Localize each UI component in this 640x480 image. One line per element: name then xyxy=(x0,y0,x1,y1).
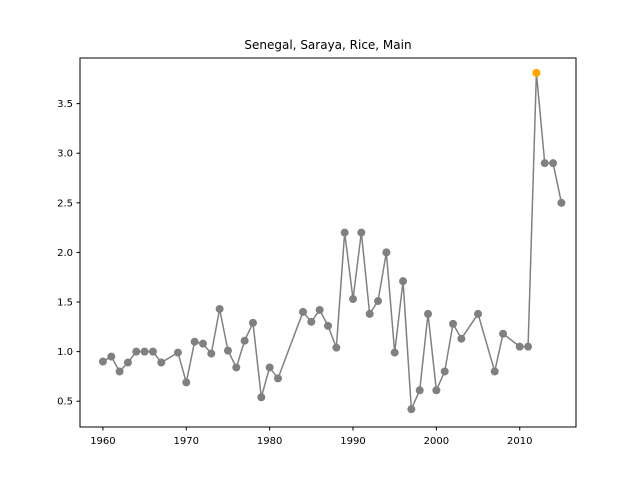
data-point xyxy=(524,342,533,351)
highlight-point xyxy=(532,68,541,77)
y-axis-ticks: 0.5 1.0 1.5 2.0 2.5 3.0 3.5 xyxy=(57,99,80,408)
data-point xyxy=(132,347,141,356)
data-point xyxy=(173,348,182,357)
data-point xyxy=(440,367,449,376)
x-tick-label: 1980 xyxy=(257,436,282,447)
data-point xyxy=(248,318,257,327)
data-point xyxy=(382,248,391,257)
data-point xyxy=(357,228,366,237)
data-point xyxy=(540,159,549,168)
data-series xyxy=(98,68,566,414)
data-point xyxy=(415,386,424,395)
data-point xyxy=(390,348,399,357)
data-point xyxy=(190,337,199,346)
data-point xyxy=(490,367,499,376)
data-point xyxy=(140,347,149,356)
data-point xyxy=(265,363,274,372)
data-point xyxy=(123,358,132,367)
y-tick-label: 2.0 xyxy=(57,248,73,259)
data-point xyxy=(424,309,433,318)
data-point xyxy=(98,357,107,366)
data-point xyxy=(107,352,116,361)
data-point xyxy=(157,358,166,367)
data-point xyxy=(515,342,524,351)
y-tick-label: 3.5 xyxy=(57,99,73,110)
data-point xyxy=(432,386,441,395)
data-point xyxy=(365,309,374,318)
plot-frame xyxy=(79,57,577,428)
data-point xyxy=(557,198,566,207)
data-point xyxy=(223,346,232,355)
data-point xyxy=(349,295,358,304)
x-tick-label: 2010 xyxy=(507,436,532,447)
data-point xyxy=(449,319,458,328)
x-axis-ticks: 1960 1970 1980 1990 2000 2010 xyxy=(90,427,532,447)
data-point xyxy=(198,339,207,348)
x-tick-label: 2000 xyxy=(424,436,449,447)
data-point xyxy=(115,367,124,376)
data-point xyxy=(240,336,249,345)
x-tick-label: 1970 xyxy=(174,436,199,447)
data-point xyxy=(324,321,332,330)
y-tick-label: 0.5 xyxy=(57,397,73,408)
data-point xyxy=(457,334,466,343)
data-point xyxy=(298,307,307,316)
data-point xyxy=(499,329,508,338)
x-tick-label: 1990 xyxy=(340,436,365,447)
data-point xyxy=(257,393,266,402)
data-point xyxy=(273,374,282,383)
chart-title: Senegal, Saraya, Rice, Main xyxy=(244,38,411,52)
data-point xyxy=(148,347,157,356)
data-point xyxy=(315,305,324,314)
data-point xyxy=(182,378,191,387)
x-tick-label: 1960 xyxy=(90,436,115,447)
y-tick-label: 2.5 xyxy=(57,198,73,209)
data-point xyxy=(407,405,416,414)
y-tick-label: 1.5 xyxy=(57,298,73,309)
data-point xyxy=(232,363,241,372)
data-point xyxy=(549,159,558,168)
y-tick-label: 1.0 xyxy=(57,347,73,358)
data-point xyxy=(307,317,316,326)
data-point xyxy=(207,349,216,358)
data-point xyxy=(340,228,349,237)
data-point xyxy=(374,297,383,306)
series-line xyxy=(102,72,563,410)
y-tick-label: 3.0 xyxy=(57,149,73,160)
data-point xyxy=(332,343,341,352)
data-point xyxy=(474,309,483,318)
data-point xyxy=(215,304,224,313)
data-point xyxy=(399,277,408,286)
